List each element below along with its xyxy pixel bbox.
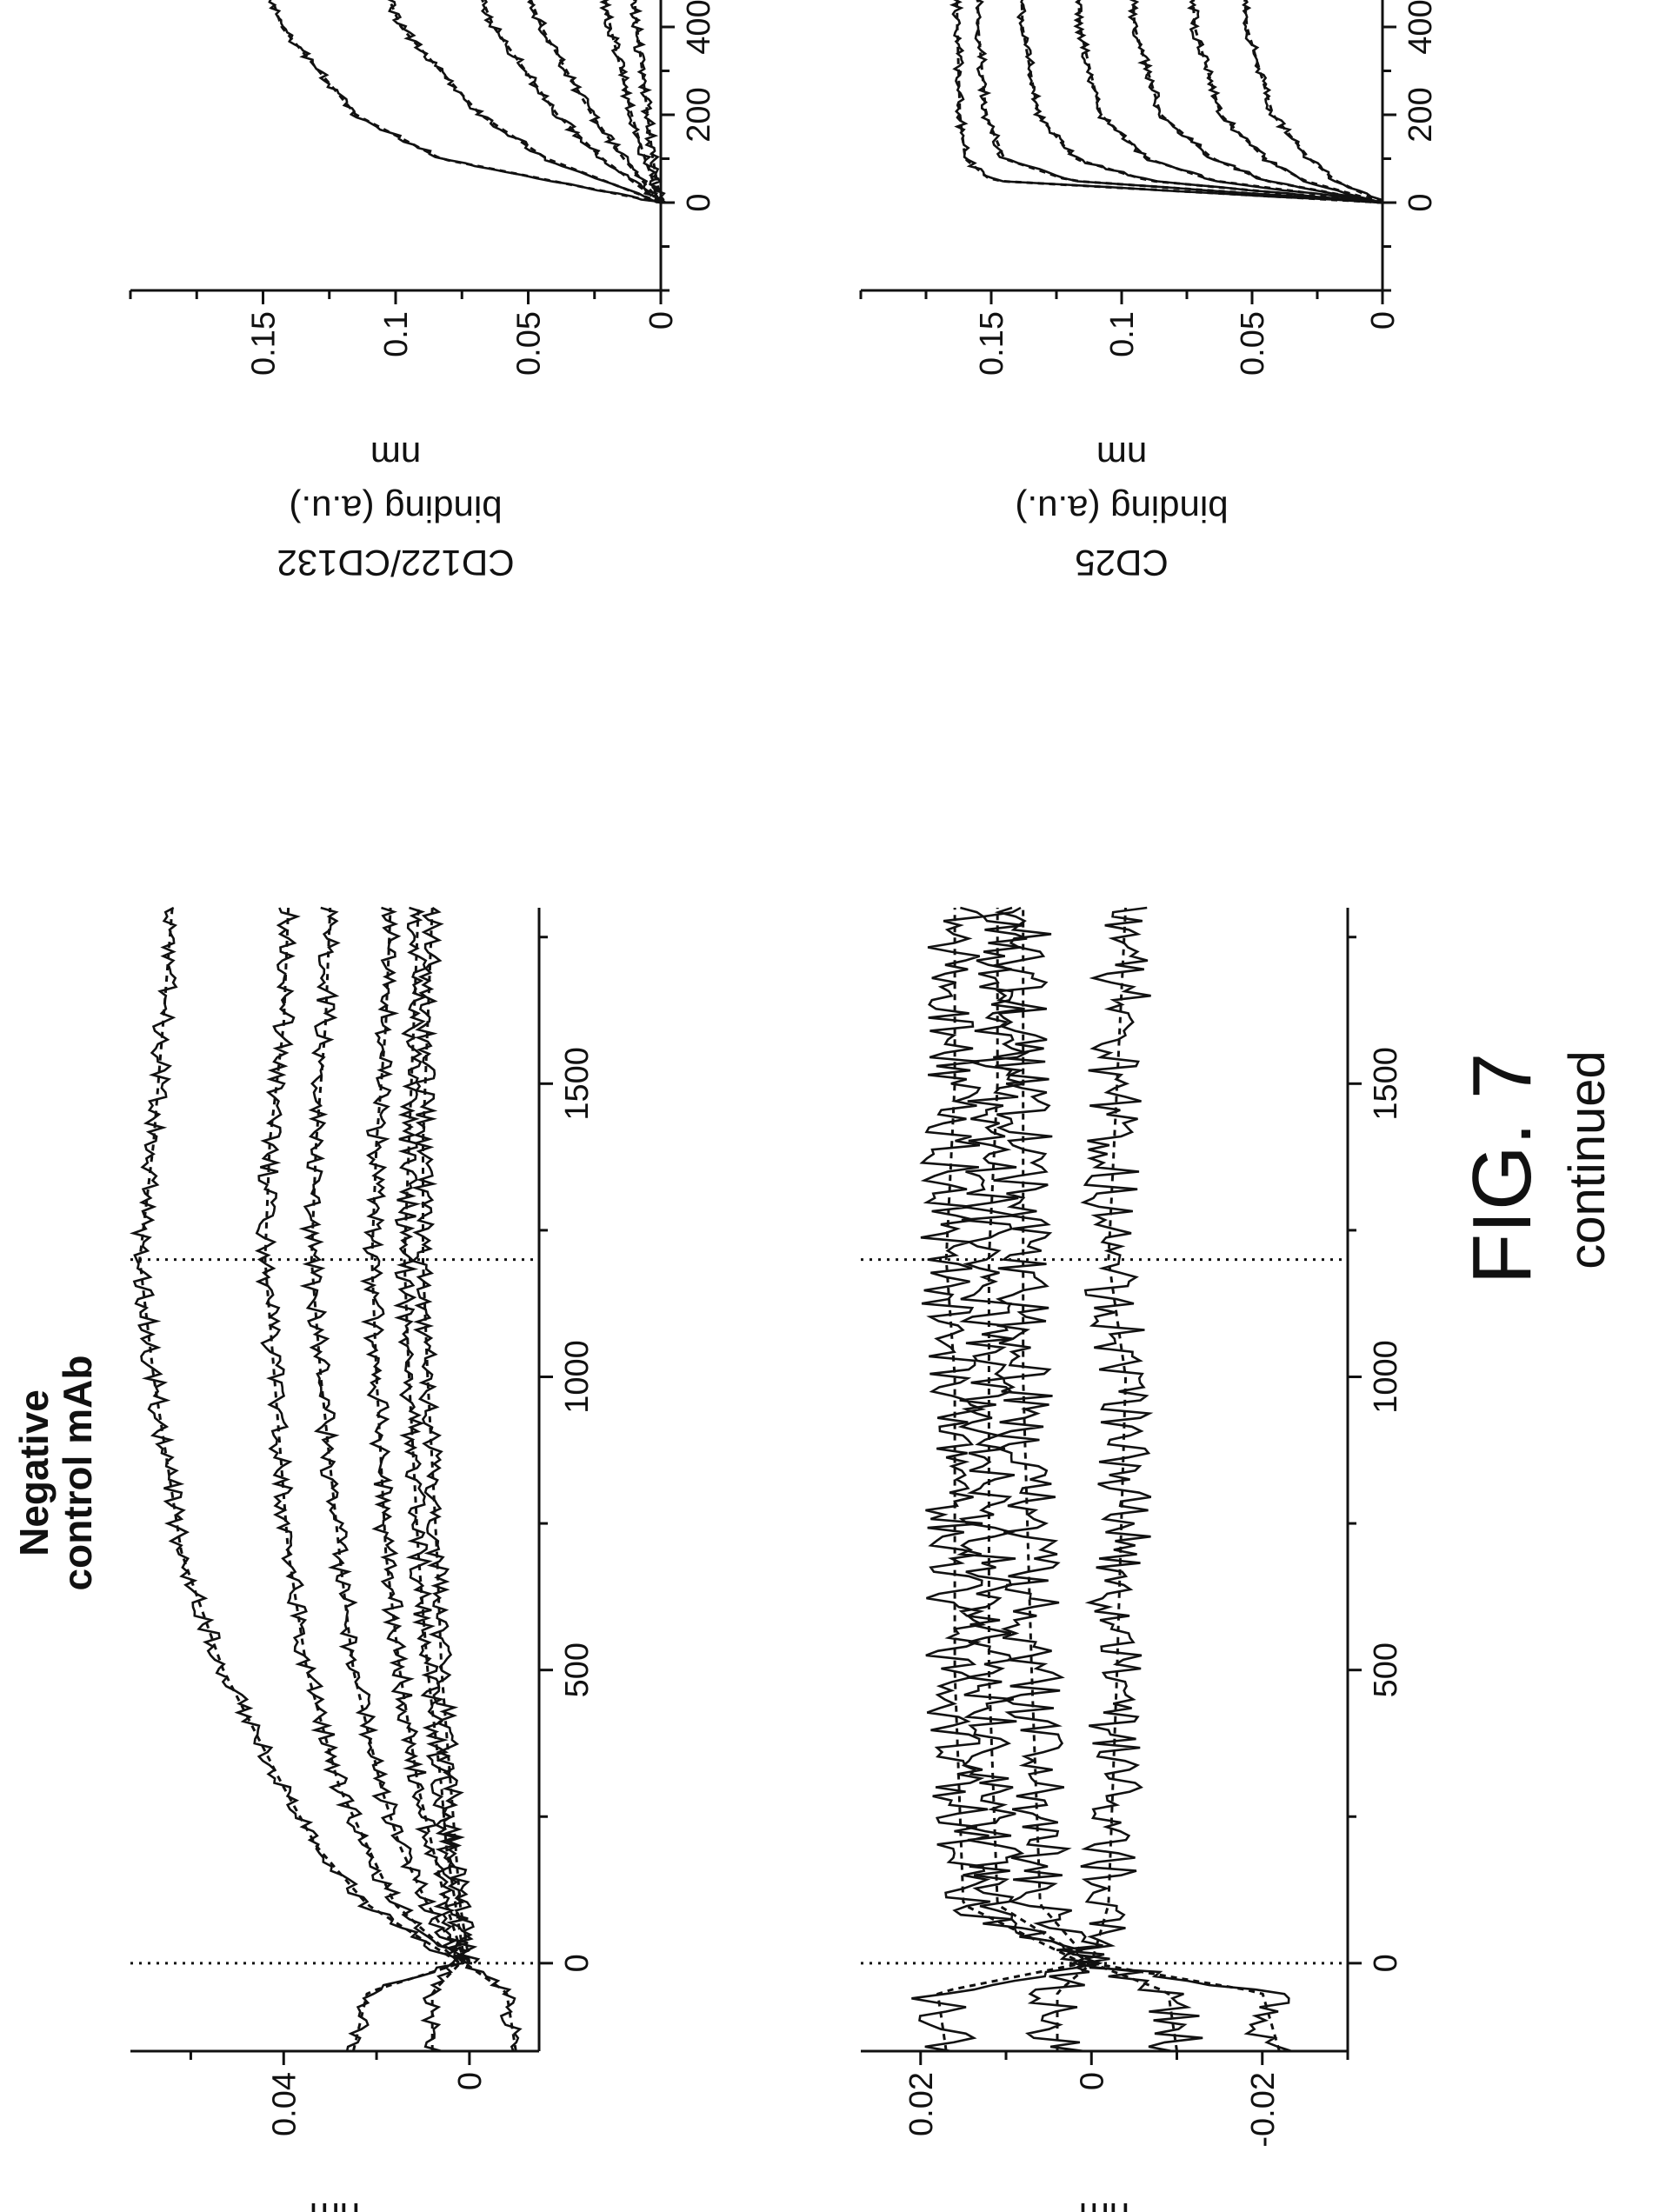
series-3-trace [1005, 0, 1379, 204]
y-tick-label: 0 [1365, 311, 1402, 330]
series-4-trace [1069, 906, 1203, 2053]
series-1-trace [230, 0, 667, 204]
series-3-trace [410, 0, 663, 204]
y-tick-label: 0 [1074, 2072, 1110, 2090]
y-tick-label: 0.05 [1235, 311, 1271, 376]
x-tick-label: 200 [1402, 87, 1439, 142]
x-tick-label: 500 [559, 1642, 596, 1697]
x-tick-label: 500 [1368, 1642, 1404, 1697]
y-tick-label: 0.04 [266, 2072, 303, 2136]
series-2-fit [330, 0, 662, 204]
figure-subtitle: continued [1559, 1050, 1616, 1269]
y-axis-unit: nm [370, 435, 421, 476]
y-axis-title-line2: binding (a.u.) [289, 489, 502, 530]
x-tick-label: 1000 [1368, 1340, 1404, 1414]
series-1-fit [936, 908, 1088, 2052]
x-tick-label: 1500 [1368, 1047, 1404, 1121]
series-1-fit [950, 0, 1383, 204]
chart-neg-cd122: 0 500 1000 1500 0 0.04 nm Negativecontrol mAb [11, 906, 596, 2212]
series-6-fit [1177, 0, 1383, 204]
chart-neg-cd25: 0 500 1000 1500 -0.02 0 0.02 nm [861, 906, 1404, 2212]
y-tick-label: 0.05 [511, 311, 548, 376]
series-3-trace [993, 906, 1292, 2053]
x-tick-label: 1000 [559, 1340, 596, 1414]
x-tick-label: 1500 [559, 1047, 596, 1121]
x-tick-label: 0 [681, 193, 717, 211]
y-axis-title-line1: CD25 [1075, 543, 1168, 583]
series-1-trace [911, 906, 1097, 2053]
x-tick-label: 0 [559, 1954, 596, 1972]
y-axis-unit: nm [1096, 435, 1147, 476]
x-tick-label: 200 [681, 87, 717, 142]
rotated-figure-page: FIG. 7 continued 02004006008001000120014… [11, 0, 1616, 2212]
panel-title: Negativecontrol mAb [11, 1356, 100, 1591]
series-4-trace [451, 0, 667, 204]
series-6-trace [1173, 0, 1382, 204]
series-3-trace [298, 906, 523, 2052]
series-2-trace [254, 907, 459, 2053]
series-1-fit [235, 0, 662, 204]
x-tick-label: 0 [1402, 193, 1439, 211]
chart-d84v-cd122: 02004006008001000120014001600180000.050.… [129, 0, 717, 583]
series-7-trace [1221, 0, 1383, 203]
series-4-fit [370, 907, 466, 1964]
series-5-fit [566, 0, 663, 203]
y-axis-title-line1: CD122/CD132 [276, 543, 514, 583]
y-axis-title-line2: binding (a.u.) [1015, 489, 1228, 530]
y-tick-label: 0.1 [378, 311, 415, 357]
x-tick-label: 0 [1368, 1954, 1404, 1972]
y-axis-unit: nm [1079, 2195, 1129, 2212]
series-2-fit [987, 908, 1094, 2051]
series-2-trace [956, 906, 1110, 2053]
series-3-fit [310, 907, 517, 2052]
y-tick-label: 0 [452, 2072, 489, 2090]
series-4-fit [1089, 907, 1178, 2052]
series-4-fit [1065, 0, 1383, 204]
chart-d84v-cd25: 02004006008001000120014001600180000.050.… [859, 0, 1439, 583]
y-tick-label: 0.02 [903, 2072, 940, 2136]
y-tick-label: 0.15 [246, 311, 283, 376]
series-2-trace [324, 0, 658, 204]
x-tick-label: 400 [681, 0, 717, 55]
y-tick-label: 0.15 [974, 311, 1010, 376]
series-5-fit [403, 907, 466, 1964]
series-5-trace [393, 906, 473, 1964]
x-tick-label: 400 [1402, 0, 1439, 55]
series-1-trace [944, 0, 1380, 204]
figure-title: FIG. 7 [1456, 1053, 1549, 1285]
series-6-trace [410, 906, 481, 1964]
series-2-trace [967, 0, 1385, 204]
series-3-fit [1022, 908, 1281, 2052]
series-5-trace [1109, 0, 1382, 204]
y-tick-label: -0.02 [1245, 2072, 1282, 2148]
series-1-trace [129, 906, 465, 2052]
y-tick-label: 0 [643, 311, 680, 330]
y-axis-unit: nm [310, 2195, 360, 2212]
series-4-trace [1062, 0, 1379, 204]
series-5-trace [563, 0, 663, 204]
series-4-fit [455, 0, 663, 203]
series-4-trace [359, 906, 471, 1964]
y-tick-label: 0.1 [1104, 311, 1141, 357]
series-6-trace [607, 0, 666, 203]
